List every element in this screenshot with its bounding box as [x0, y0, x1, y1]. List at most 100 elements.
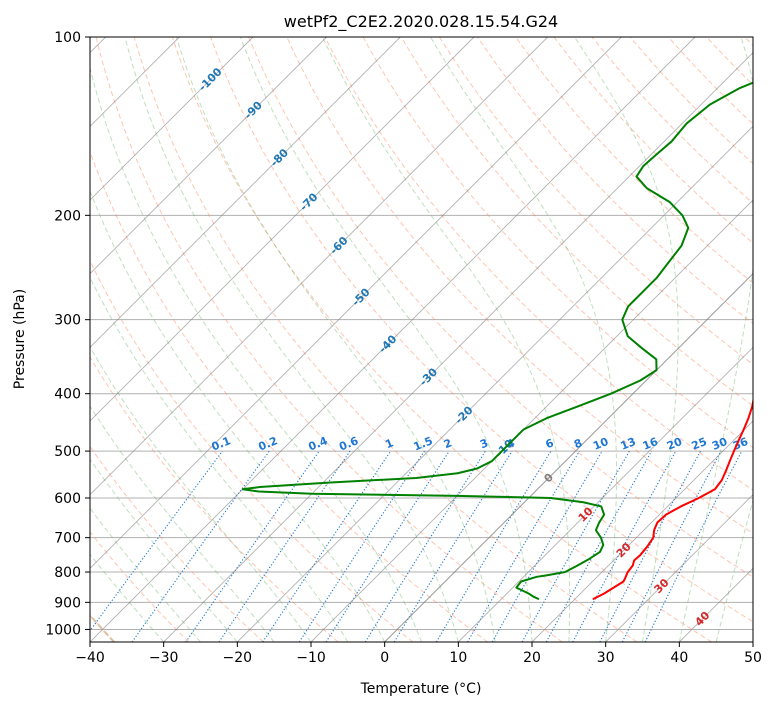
mixing-ratio-line — [131, 450, 270, 642]
dry-adiabat — [400, 37, 753, 407]
x-tick-label: −40 — [75, 650, 105, 666]
dry-adiabat — [591, 37, 753, 204]
mixing-ratio-label: 10 — [591, 435, 610, 453]
moist-adiabat — [715, 498, 753, 642]
mixing-ratio-label: 13 — [619, 435, 638, 453]
isotherm-line — [90, 37, 254, 201]
x-tick-label: 0 — [380, 650, 389, 666]
isotherm-line — [531, 420, 753, 642]
dewpoint-line — [241, 81, 753, 600]
isotherm-line — [90, 37, 622, 569]
dry-adiabat — [324, 37, 753, 491]
moist-adiabat — [430, 37, 618, 642]
chart-title: wetPf2_C2E2.2020.028.15.54.G24 — [284, 12, 558, 32]
mixing-ratio-line — [621, 450, 722, 642]
isotherm-line — [310, 199, 753, 642]
moist-adiabat — [574, 37, 679, 642]
temperature-line — [592, 396, 753, 600]
mixing-ratio-label: 20 — [665, 435, 684, 453]
mixing-ratio-label: 1 — [383, 436, 395, 451]
y-axis-ticks: 100 200 300 400 500 600 700 800 900 1000 — [45, 30, 90, 638]
isotherm-line — [458, 346, 753, 642]
mixing-ratio-label: 30 — [710, 435, 729, 453]
mixing-ratio-line — [644, 450, 743, 642]
plot-area — [90, 37, 753, 642]
moist-adiabat — [124, 37, 459, 642]
mixing-ratio-line — [572, 450, 677, 642]
dry-adiabat — [90, 531, 190, 642]
moist-adiabat — [90, 458, 238, 642]
x-axis-ticks: −40 −30 −20 −10 0 10 20 30 40 50 — [75, 642, 762, 666]
dry-adiabats — [90, 37, 753, 642]
y-axis-label: Pressure (hPa) — [12, 289, 28, 389]
x-tick-label: 20 — [523, 650, 541, 666]
isotherm-line — [90, 37, 327, 275]
pressure-gridlines — [90, 37, 753, 630]
y-tick-label: 700 — [54, 531, 81, 547]
isotherm-line — [163, 52, 753, 642]
moist-adiabat — [175, 37, 496, 642]
dry-adiabat — [210, 37, 753, 623]
profile-series — [241, 81, 753, 600]
mixing-ratio-label: 16 — [641, 435, 660, 453]
y-tick-label: 1000 — [45, 622, 81, 638]
dry-adiabat — [553, 37, 753, 244]
mixing-ratio-line — [185, 450, 320, 642]
y-tick-label: 100 — [54, 30, 81, 46]
x-tick-label: 10 — [449, 650, 467, 666]
isotherms — [90, 37, 753, 642]
mixing-ratio-label: 25 — [690, 435, 709, 453]
mixing-ratio-line — [393, 450, 513, 642]
y-tick-label: 800 — [54, 565, 81, 581]
dry-adiabat — [477, 37, 753, 325]
mixing-ratio-line — [491, 450, 603, 642]
dry-adiabat — [286, 37, 753, 534]
mixing-ratio-labels: 0.1 0.2 0.4 0.6 1 1.5 2 3 4 6 8 10 13 16 20 25 30 36 — [210, 434, 751, 453]
zero-isotherm — [384, 272, 753, 642]
y-tick-label: 300 — [54, 313, 81, 329]
y-tick-label: 500 — [54, 444, 81, 460]
isotherm-line — [90, 37, 475, 422]
isotherm-line — [605, 494, 753, 642]
moist-adiabat — [90, 405, 275, 642]
mixing-ratio-label: 2 — [442, 436, 454, 451]
mixing-ratio-label: 3 — [478, 436, 490, 451]
mixing-ratio-line — [521, 450, 630, 642]
isotherm-line — [90, 37, 401, 348]
moist-adiabat — [90, 276, 349, 642]
y-tick-label: 900 — [54, 595, 81, 611]
y-tick-label: 400 — [54, 387, 81, 403]
moist-adiabat — [90, 189, 386, 642]
x-tick-label: −10 — [296, 650, 326, 666]
y-tick-label: 600 — [54, 491, 81, 507]
plot-frame — [89, 36, 754, 643]
dry-adiabat — [90, 150, 488, 642]
dry-adiabat — [95, 37, 563, 642]
dry-adiabat — [171, 37, 712, 642]
x-tick-label: 40 — [670, 650, 688, 666]
isotherm-line — [90, 37, 548, 496]
mixing-ratio-line — [364, 450, 486, 642]
moist-adiabat — [90, 66, 422, 642]
mixing-ratio-line — [599, 450, 702, 642]
x-tick-label: −30 — [149, 650, 179, 666]
y-tick-label: 200 — [54, 208, 81, 224]
x-tick-label: 30 — [597, 650, 615, 666]
isotherm-line — [237, 125, 753, 642]
moist-adiabat — [678, 37, 753, 642]
x-axis-label: Temperature (°C) — [360, 681, 482, 697]
x-tick-label: 50 — [744, 650, 762, 666]
moist-adiabat — [239, 37, 533, 642]
isotherm-line — [90, 37, 696, 642]
x-tick-label: −20 — [223, 650, 253, 666]
dry-adiabat — [90, 356, 339, 642]
mixing-ratio-line — [90, 450, 223, 632]
dry-adiabat — [90, 259, 414, 642]
moist-adiabat — [322, 37, 571, 642]
mixing-ratio-label: 8 — [572, 436, 584, 451]
dry-adiabat — [133, 37, 638, 642]
dry-adiabat — [248, 37, 753, 578]
zero-isotherm-line — [384, 272, 753, 642]
mixing-ratio-line — [325, 450, 450, 642]
